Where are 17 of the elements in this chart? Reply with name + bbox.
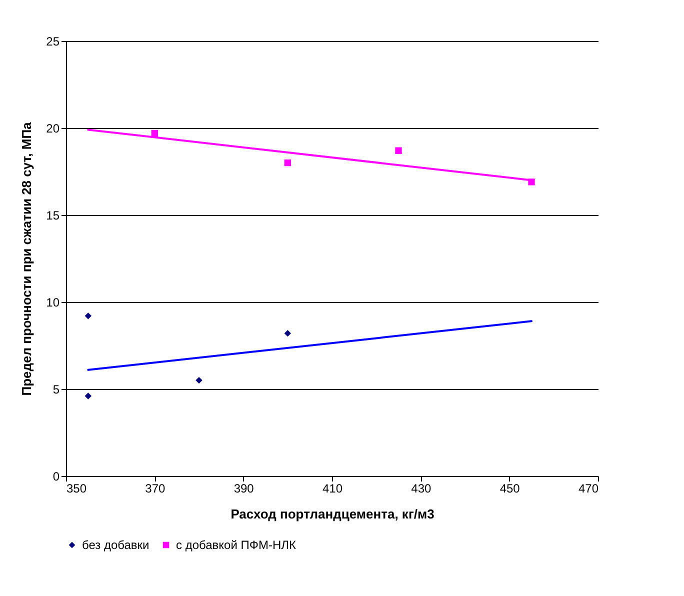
x-tick-label: 350 <box>66 482 87 496</box>
x-tick-label: 410 <box>322 482 343 496</box>
y-tick-label: 10 <box>46 296 60 310</box>
x-tick-label: 470 <box>578 482 599 496</box>
y-tick-label: 20 <box>46 122 60 136</box>
x-axis-title: Расход портландцемента, кг/м3 <box>230 506 434 522</box>
legend-label: с добавкой ПФМ-НЛК <box>176 538 296 552</box>
y-tick-label: 15 <box>46 208 60 222</box>
x-tick-label: 450 <box>500 482 520 496</box>
y-tick-label: 5 <box>52 382 60 396</box>
x-tick-label: 370 <box>145 482 166 496</box>
y-axis-title: Предел прочности при сжатии 28 сут, МПа <box>19 121 34 396</box>
y-tick-label: 0 <box>52 470 60 484</box>
legend-label: без добавки <box>82 538 150 552</box>
x-tick-label: 390 <box>234 482 254 496</box>
y-tick-label: 25 <box>46 34 60 48</box>
x-tick-label: 430 <box>411 482 432 496</box>
